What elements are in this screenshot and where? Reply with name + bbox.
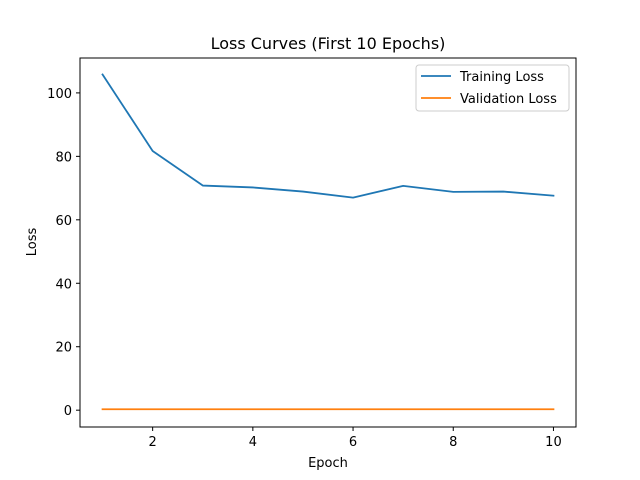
x-tick-label: 8 [449, 435, 457, 450]
legend-label: Training Loss [459, 70, 544, 85]
plot-frame [79, 57, 577, 428]
x-tick-label: 2 [149, 435, 157, 450]
y-tick-label: 80 [55, 150, 72, 165]
legend-label: Validation Loss [460, 92, 557, 107]
chart-title: Loss Curves (First 10 Epochs) [211, 34, 446, 53]
legend-box [415, 64, 570, 112]
x-tick-label: 6 [349, 435, 357, 450]
y-axis-label: Loss [25, 228, 40, 257]
series-line-training-loss [101, 73, 555, 199]
y-tick-label: 60 [55, 214, 72, 229]
y-tick-label: 20 [55, 341, 72, 356]
y-tick-label: 100 [47, 87, 72, 102]
x-tick-label: 4 [249, 435, 257, 450]
x-tick-label: 10 [545, 435, 562, 450]
y-tick-label: 40 [55, 277, 72, 292]
x-axis-label: Epoch [308, 456, 348, 471]
y-tick-label: 0 [64, 404, 72, 419]
